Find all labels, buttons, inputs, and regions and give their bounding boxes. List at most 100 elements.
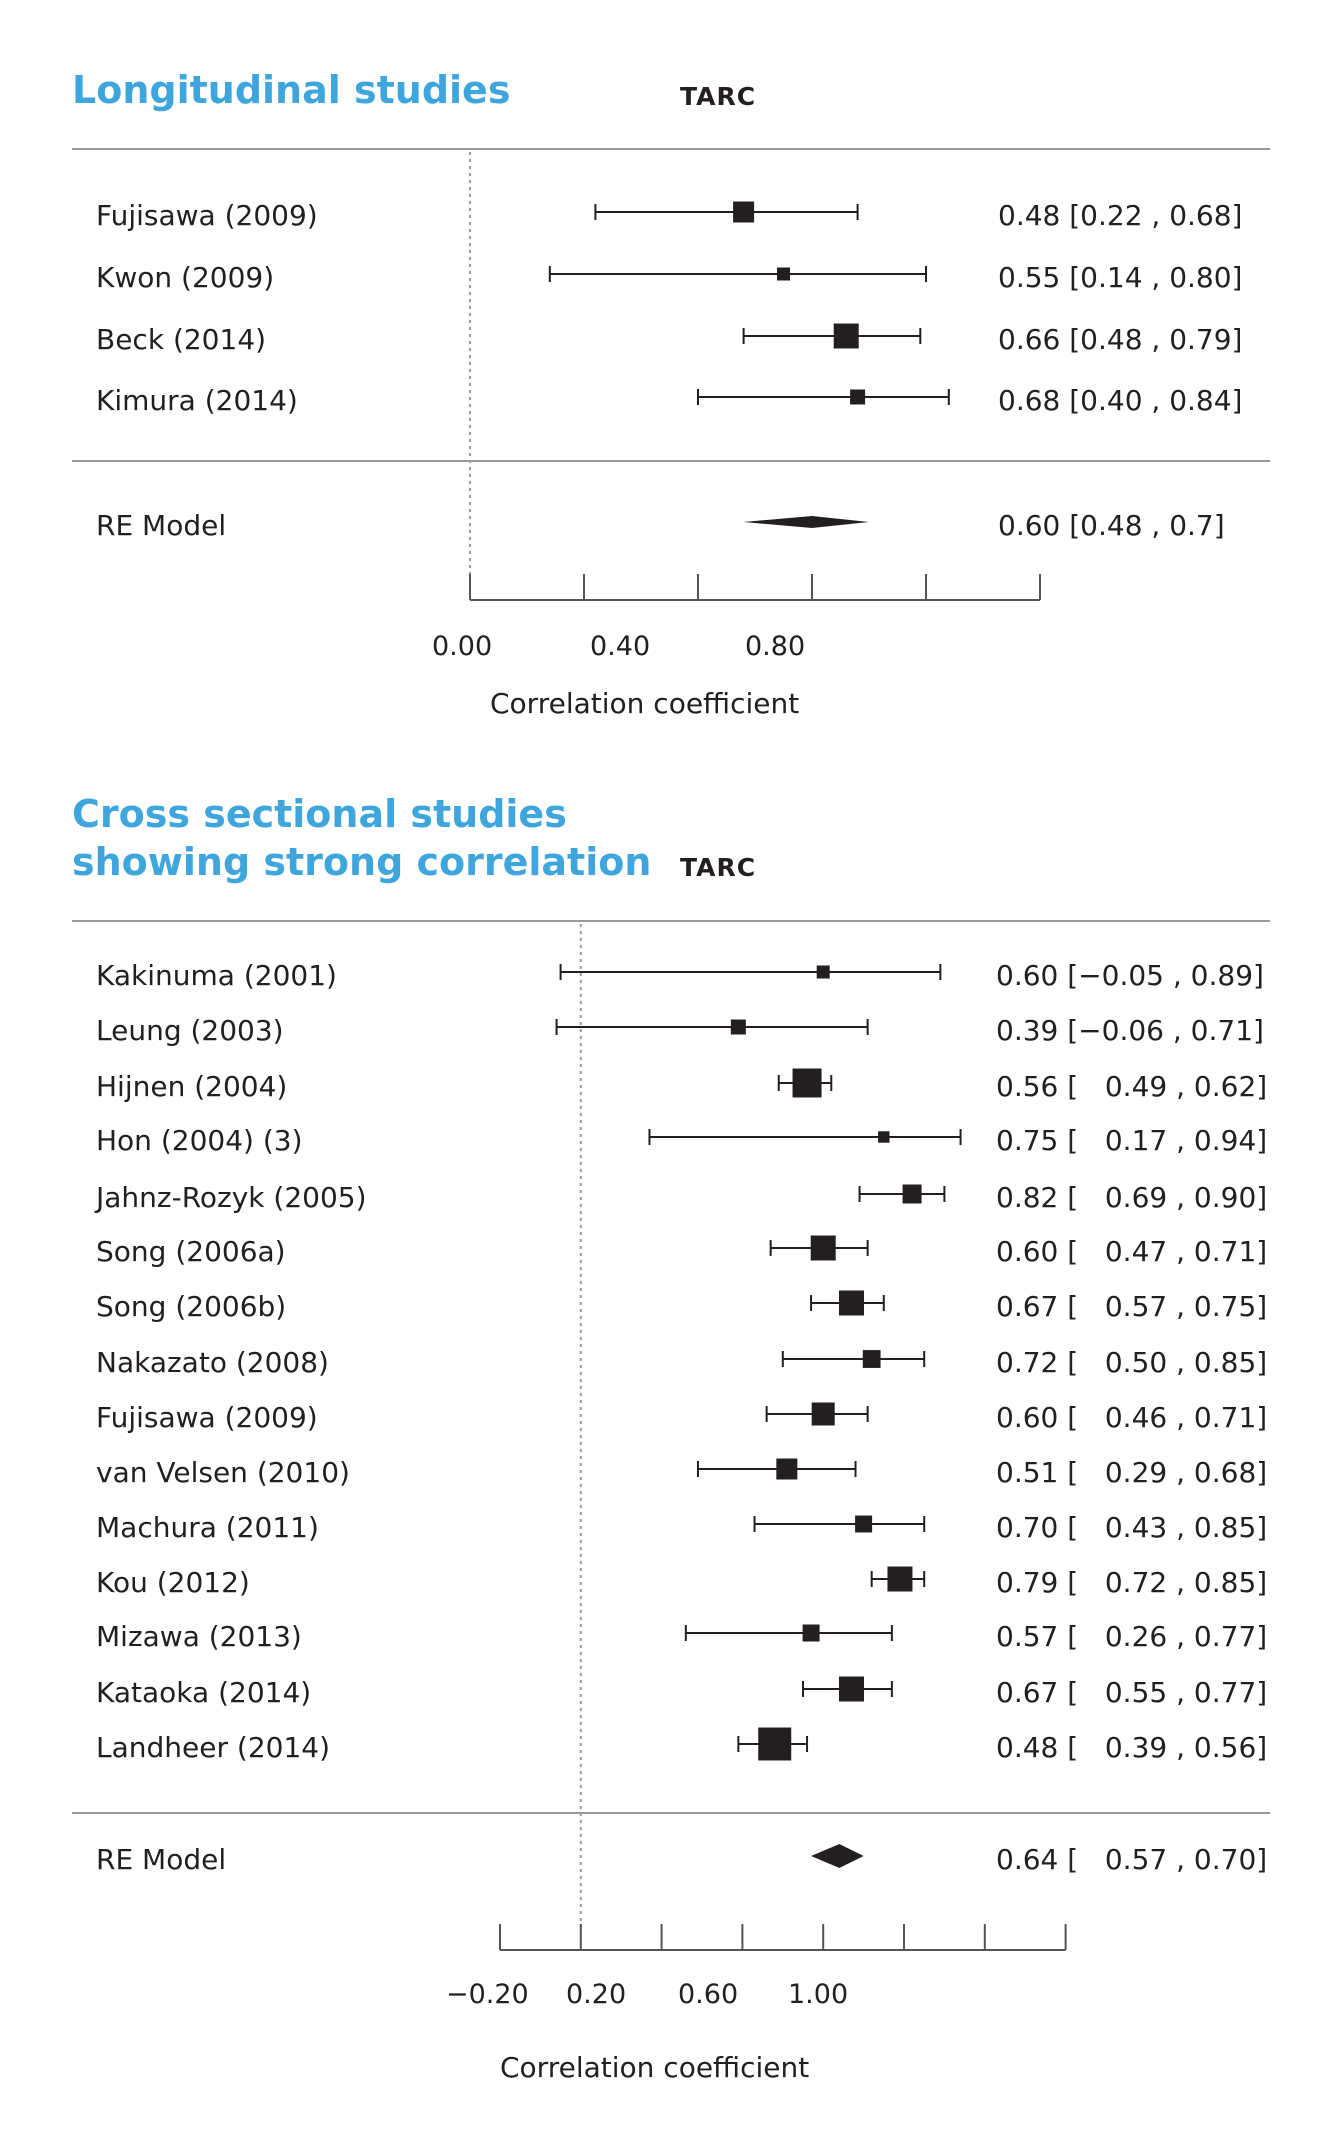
ci-value: 0.79 [ 0.72 , 0.85] — [996, 1566, 1268, 1599]
x-axis-title: Correlation coefficient — [500, 2051, 810, 2084]
summary-ci-value: 0.60 [0.48 , 0.7] — [998, 509, 1225, 542]
ci-value: 0.39 [−0.06 , 0.71] — [996, 1014, 1264, 1047]
study-row-marks — [548, 266, 927, 282]
ci-value: 0.56 [ 0.49 , 0.62] — [996, 1070, 1268, 1103]
study-label: Kou (2012) — [96, 1566, 250, 1599]
summary-label: RE Model — [96, 509, 227, 542]
point-estimate — [902, 1184, 922, 1204]
study-label: Song (2006a) — [96, 1235, 286, 1268]
study-label: Beck (2014) — [96, 323, 267, 356]
column-header: TARC — [680, 853, 757, 882]
study-row-marks — [648, 1129, 962, 1145]
ci-value: 0.51 [ 0.29 , 0.68] — [996, 1456, 1268, 1489]
study-row-marks — [559, 964, 942, 980]
study-label: Fujisawa (2009) — [96, 199, 318, 232]
study-row-marks — [697, 389, 950, 405]
ci-value: 0.67 [ 0.57 , 0.75] — [996, 1290, 1268, 1323]
study-label: Fujisawa (2009) — [96, 1401, 318, 1434]
ci-value: 0.66 [0.48 , 0.79] — [998, 323, 1243, 356]
point-estimate — [816, 965, 830, 979]
panel-title: Longitudinal studies — [72, 68, 511, 112]
study-label: Leung (2003) — [96, 1014, 284, 1047]
x-axis-title: Correlation coefficient — [490, 687, 800, 720]
study-row-marks — [594, 201, 859, 223]
study-row-marks — [781, 1350, 926, 1368]
ci-value: 0.70 [ 0.43 , 0.85] — [996, 1511, 1268, 1544]
summary-diamond — [743, 516, 869, 528]
axis-tick-label: −0.20 — [446, 1979, 529, 2010]
panel-title: Cross sectional studies showing strong c… — [72, 790, 651, 886]
study-row-marks — [555, 1019, 869, 1035]
summary-rule — [72, 1812, 1270, 1814]
study-label: Kwon (2009) — [96, 261, 275, 294]
study-label: Hijnen (2004) — [96, 1070, 288, 1103]
study-row-marks — [802, 1676, 893, 1702]
ci-value: 0.60 [−0.05 , 0.89] — [996, 959, 1264, 992]
study-label: Kimura (2014) — [96, 384, 298, 417]
point-estimate — [777, 267, 790, 281]
summary-diamond — [811, 1844, 864, 1868]
study-row-marks — [858, 1184, 946, 1204]
study-row-marks — [696, 1458, 857, 1480]
ci-value: 0.48 [0.22 , 0.68] — [998, 199, 1243, 232]
study-label: Kakinuma (2001) — [96, 959, 337, 992]
point-estimate — [838, 1676, 864, 1702]
axis-tick-label: 0.40 — [590, 631, 651, 662]
axis-tick-label: 0.00 — [432, 631, 493, 662]
study-label: Jahnz-Rozyk (2005) — [96, 1181, 367, 1214]
axis-tick-label: 0.60 — [678, 1979, 739, 2010]
study-row-marks — [810, 1290, 885, 1316]
axis-tick-label: 1.00 — [788, 1979, 849, 2010]
study-row-marks — [753, 1515, 926, 1533]
ci-value: 0.68 [0.40 , 0.84] — [998, 384, 1243, 417]
point-estimate — [855, 1515, 873, 1533]
point-estimate — [850, 389, 866, 405]
forest-plot — [469, 152, 1041, 601]
study-label: Mizawa (2013) — [96, 1620, 302, 1653]
point-estimate — [733, 201, 755, 223]
ci-value: 0.57 [ 0.26 , 0.77] — [996, 1620, 1268, 1653]
summary-label: RE Model — [96, 1843, 227, 1876]
study-row-marks — [777, 1068, 833, 1098]
ci-value: 0.48 [ 0.39 , 0.56] — [996, 1731, 1268, 1764]
point-estimate — [776, 1458, 798, 1480]
study-row-marks — [870, 1566, 926, 1592]
point-estimate — [802, 1624, 820, 1642]
study-label: Nakazato (2008) — [96, 1346, 329, 1379]
top-rule — [72, 148, 1270, 150]
point-estimate — [792, 1068, 822, 1098]
column-header: TARC — [680, 82, 757, 111]
panel-title-line-2: showing strong correlation — [72, 840, 652, 884]
study-label: Song (2006b) — [96, 1290, 287, 1323]
point-estimate — [811, 1402, 835, 1426]
panel-title-line-1: Cross sectional studies — [72, 792, 567, 836]
study-row-marks — [769, 1235, 869, 1261]
point-estimate — [878, 1131, 890, 1143]
point-estimate — [810, 1235, 836, 1261]
study-label: Landheer (2014) — [96, 1731, 330, 1764]
ci-value: 0.55 [0.14 , 0.80] — [998, 261, 1243, 294]
study-row-marks — [684, 1624, 893, 1642]
point-estimate — [730, 1019, 746, 1035]
study-row-marks — [765, 1402, 869, 1426]
summary-rule — [72, 460, 1270, 462]
study-row-marks — [742, 323, 922, 349]
point-estimate — [887, 1566, 913, 1592]
ci-value: 0.60 [ 0.46 , 0.71] — [996, 1401, 1268, 1434]
ci-value: 0.82 [ 0.69 , 0.90] — [996, 1181, 1268, 1214]
point-estimate — [838, 1290, 864, 1316]
point-estimate — [758, 1727, 792, 1761]
point-estimate — [862, 1350, 881, 1368]
ci-value: 0.75 [ 0.17 , 0.94] — [996, 1124, 1268, 1157]
study-label: Hon (2004) (3) — [96, 1124, 303, 1157]
ci-value: 0.67 [ 0.55 , 0.77] — [996, 1676, 1268, 1709]
study-label: Machura (2011) — [96, 1511, 319, 1544]
top-rule — [72, 920, 1270, 922]
axis-tick-label: 0.20 — [566, 1979, 627, 2010]
study-label: van Velsen (2010) — [96, 1456, 350, 1489]
point-estimate — [833, 323, 859, 349]
axis-tick-label: 0.80 — [745, 631, 806, 662]
ci-value: 0.60 [ 0.47 , 0.71] — [996, 1235, 1268, 1268]
study-row-marks — [737, 1727, 809, 1761]
